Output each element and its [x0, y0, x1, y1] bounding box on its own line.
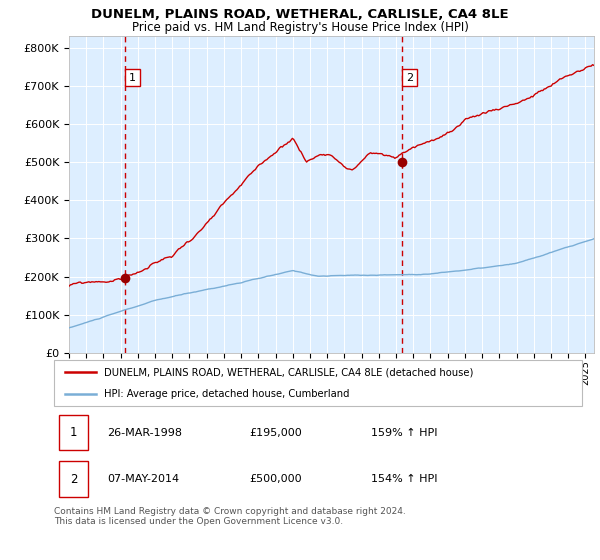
Text: £500,000: £500,000	[250, 474, 302, 484]
FancyBboxPatch shape	[54, 360, 582, 406]
Text: 159% ↑ HPI: 159% ↑ HPI	[371, 428, 437, 438]
Text: DUNELM, PLAINS ROAD, WETHERAL, CARLISLE, CA4 8LE: DUNELM, PLAINS ROAD, WETHERAL, CARLISLE,…	[91, 8, 509, 21]
Text: 1: 1	[129, 73, 136, 82]
FancyBboxPatch shape	[59, 416, 88, 450]
Text: HPI: Average price, detached house, Cumberland: HPI: Average price, detached house, Cumb…	[104, 389, 350, 399]
Text: 26-MAR-1998: 26-MAR-1998	[107, 428, 182, 438]
Text: 154% ↑ HPI: 154% ↑ HPI	[371, 474, 437, 484]
Text: 2: 2	[406, 73, 413, 82]
Text: Price paid vs. HM Land Registry's House Price Index (HPI): Price paid vs. HM Land Registry's House …	[131, 21, 469, 34]
Text: 1: 1	[70, 426, 77, 440]
Text: DUNELM, PLAINS ROAD, WETHERAL, CARLISLE, CA4 8LE (detached house): DUNELM, PLAINS ROAD, WETHERAL, CARLISLE,…	[104, 367, 473, 377]
Text: £195,000: £195,000	[250, 428, 302, 438]
FancyBboxPatch shape	[59, 461, 88, 497]
Text: Contains HM Land Registry data © Crown copyright and database right 2024.
This d: Contains HM Land Registry data © Crown c…	[54, 507, 406, 526]
Text: 07-MAY-2014: 07-MAY-2014	[107, 474, 179, 484]
Text: 2: 2	[70, 473, 77, 486]
